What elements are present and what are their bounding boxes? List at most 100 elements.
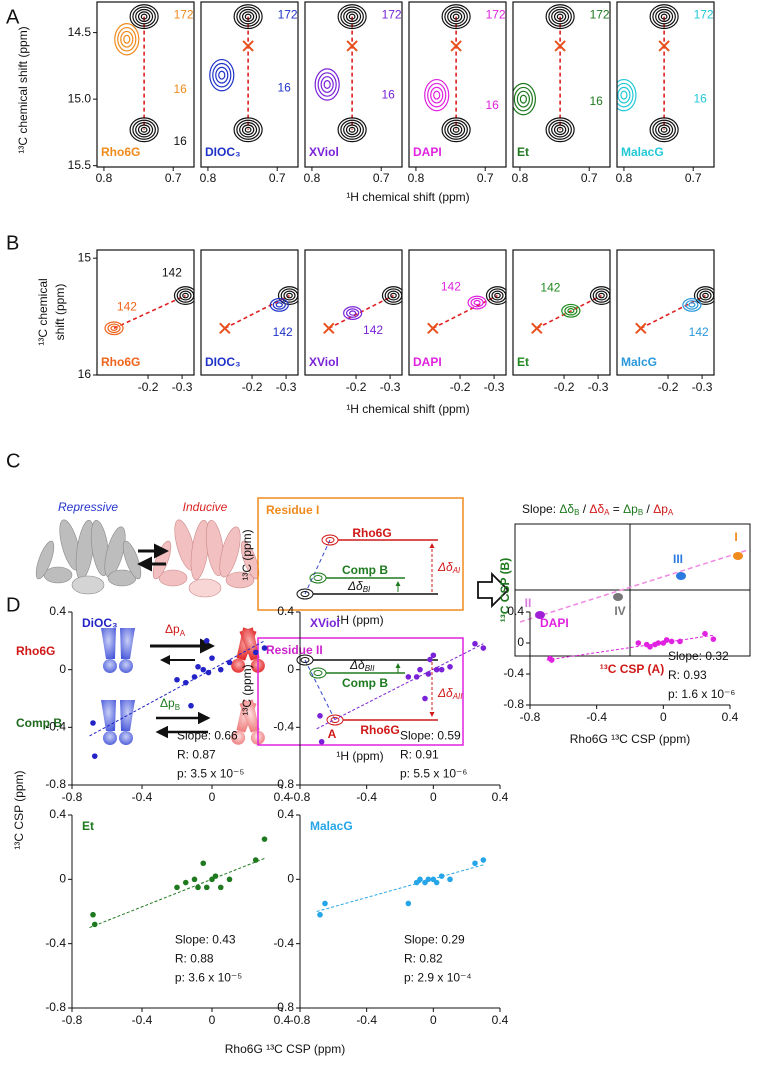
contour-ring: [239, 8, 258, 25]
state-label: Inducive: [183, 500, 228, 514]
schematic-repressive: [101, 628, 135, 673]
y-tick-label: 0: [59, 872, 66, 886]
ligand-label: Comp B: [342, 676, 388, 690]
plot-title: XViol: [310, 616, 340, 630]
point: [417, 666, 423, 673]
text: B: [175, 703, 180, 712]
contour-ring: [120, 30, 134, 48]
axis-label: ¹³C (ppm): [240, 529, 254, 580]
slope-title: Slope: ΔδB / ΔδA = ΔpB / ΔpA: [522, 502, 674, 517]
cross-marker: [219, 322, 231, 334]
peak-label: 142: [162, 266, 182, 280]
panel-c: Repressive Inducive Rho6G Comp B ΔpA ΔpB…: [16, 497, 751, 763]
ligand-label: Rho6G: [360, 723, 399, 737]
cross-stroke: [242, 40, 254, 52]
peak-contour: [314, 68, 340, 101]
contour-ring: [449, 11, 463, 22]
connector: [224, 294, 290, 329]
frame: [408, 249, 507, 376]
point: [425, 671, 432, 677]
delta-p: ΔpA: [165, 622, 186, 638]
text: /: [579, 502, 589, 516]
point: [226, 876, 233, 883]
connector: [536, 294, 602, 329]
spectrum-subplot: [424, 4, 471, 143]
frame: [512, 249, 611, 376]
contour-ring: [427, 82, 447, 108]
x-tick-label: -0.3: [588, 380, 609, 394]
contour-ring: [452, 126, 460, 133]
contour-ring: [553, 124, 567, 136]
compound-label: Et: [517, 355, 529, 369]
contour-ring: [424, 78, 450, 112]
contour-ring: [620, 90, 628, 100]
connector: [304, 539, 331, 595]
x-tick-label: 0.7: [165, 171, 182, 185]
point: [613, 593, 623, 601]
peak-contour: [561, 303, 581, 318]
peak-label: 16: [693, 91, 707, 105]
peak-label: 142: [540, 281, 560, 295]
peak-label: 16: [173, 82, 187, 96]
contour-ring: [551, 122, 570, 138]
point: [188, 702, 194, 709]
peak-contour: [513, 82, 536, 116]
point-label: III: [673, 552, 683, 566]
spectrum-subplot: [219, 286, 298, 334]
contour-ring: [513, 86, 533, 112]
contour-ring: [135, 8, 154, 25]
text: BII: [365, 664, 376, 673]
x-tick-label: 0.4: [492, 790, 509, 804]
text: AI: [452, 566, 461, 575]
contour-ring: [470, 297, 484, 308]
point: [195, 884, 201, 891]
text: Δδ: [349, 658, 365, 672]
frame: [512, 1, 611, 168]
contour-ring: [564, 305, 578, 316]
contour-ring: [545, 117, 575, 143]
contour-ring: [685, 300, 699, 310]
peak-contour: [233, 4, 263, 30]
cross-marker: [531, 322, 543, 334]
point: [195, 663, 201, 670]
trend-line: [519, 549, 749, 623]
contour-ring: [513, 82, 536, 116]
point: [191, 876, 198, 883]
y-tick-label: 16: [78, 367, 92, 381]
ligand-label: Comp B: [342, 563, 388, 577]
peak-contour: [545, 117, 575, 143]
contour-ring: [494, 292, 501, 299]
y-tick-label: -0.4: [273, 720, 294, 734]
panel-label: A: [6, 6, 20, 28]
compound-label: DIOC₃: [205, 355, 241, 369]
frame: [200, 1, 299, 168]
fit-line: [546, 634, 714, 661]
protein-inducive: [152, 519, 260, 598]
contour-ring: [430, 86, 444, 104]
text: B: [574, 508, 579, 517]
x-tick-label: -0.2: [658, 380, 679, 394]
peak-contour: [337, 4, 367, 30]
peak-label: 172: [174, 7, 194, 21]
text: BI: [363, 585, 371, 594]
contour-ring: [320, 76, 334, 93]
frame: [96, 1, 195, 168]
x-tick-label: -0.3: [172, 380, 193, 394]
point: [261, 836, 268, 842]
point: [318, 738, 325, 745]
fit-line: [89, 640, 265, 737]
point: [226, 659, 233, 666]
x-tick-label: -0.2: [138, 380, 159, 394]
contour-ring: [655, 122, 674, 138]
cross-stroke: [323, 322, 335, 334]
contour-ring: [349, 310, 357, 316]
point: [174, 676, 180, 683]
point: [317, 911, 323, 918]
spectrum-subplot: [513, 4, 575, 143]
cross-stroke: [531, 322, 543, 334]
contour-ring: [485, 286, 506, 305]
point: [733, 552, 743, 560]
x-tick-label: 0.7: [581, 171, 598, 185]
contour-ring: [215, 66, 229, 84]
